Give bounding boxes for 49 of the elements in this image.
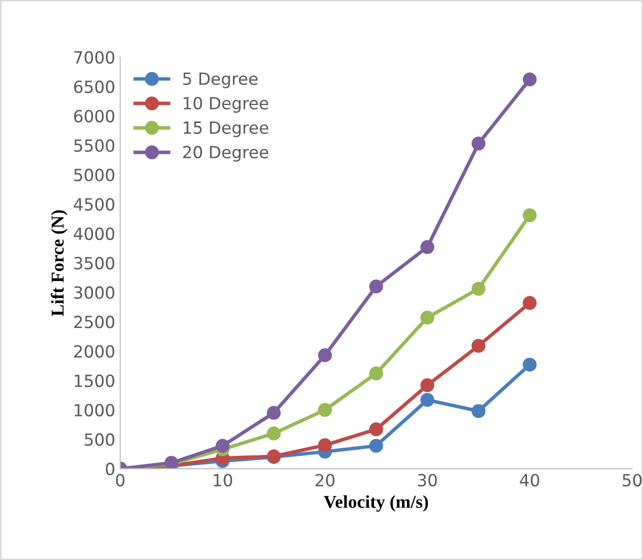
legend-label: 15 Degree: [184, 122, 268, 138]
point: [369, 422, 384, 436]
point: [318, 402, 332, 417]
y-tick-label: 7000: [74, 51, 114, 64]
y-tick-label: 4000: [74, 227, 114, 240]
y-tick-label: 3500: [74, 256, 114, 270]
x-tick-label: 40: [520, 474, 540, 486]
point: [472, 136, 486, 150]
x-tick-label: 20: [316, 474, 334, 486]
y-tick-label: 6000: [74, 110, 114, 122]
point: [522, 358, 537, 372]
x-tick-label: 0: [116, 474, 124, 486]
point: [318, 438, 332, 452]
legend-label: 20 Degree: [183, 146, 268, 162]
point: [420, 392, 434, 407]
point: [522, 208, 537, 222]
y-tick-label: 1000: [74, 404, 114, 416]
legend-label: 5 Degree: [183, 72, 258, 88]
y-tick-label: 5000: [74, 168, 114, 182]
y-tick-label: 2500: [74, 316, 114, 328]
y-tick-label: 5500: [74, 139, 114, 152]
y-tick-label: 500: [84, 433, 114, 446]
point: [420, 310, 434, 325]
x-tick-label: 50: [622, 474, 642, 486]
point: [472, 404, 486, 418]
y-axis-title: Lift Force (N): [50, 210, 68, 316]
point: [216, 438, 230, 453]
point: [369, 438, 384, 453]
point: [266, 406, 281, 420]
y-tick-label: 0: [106, 462, 114, 476]
point: [318, 348, 332, 362]
point: [472, 282, 486, 296]
y-tick-label: 6500: [74, 80, 114, 94]
point: [420, 240, 434, 254]
point: [369, 366, 384, 380]
point: [369, 279, 384, 294]
x-tick-label: 30: [418, 474, 437, 486]
point: [522, 296, 537, 310]
point: [420, 378, 434, 392]
point: [472, 338, 486, 353]
x-axis-title: Velocity (m/s): [324, 495, 428, 512]
y-tick-label: 2000: [74, 345, 114, 358]
point: [522, 72, 537, 86]
legend-label: 10 Degree: [184, 96, 268, 113]
y-tick-label: 3000: [74, 286, 114, 299]
y-tick-label: 4500: [74, 198, 114, 211]
y-tick-label: 1500: [74, 374, 114, 388]
point: [266, 426, 281, 440]
x-tick-label: 10: [214, 474, 232, 486]
